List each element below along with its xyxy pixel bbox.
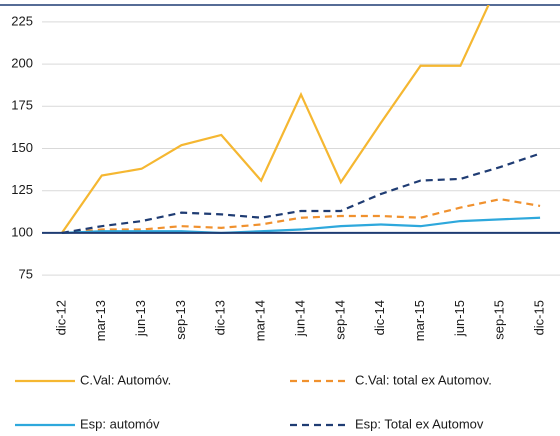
legend-label: Esp: Total ex Automov: [355, 416, 484, 431]
x-tick-label: dic-13: [213, 300, 228, 335]
y-tick-label: 75: [19, 267, 33, 282]
x-tick-label: sep-14: [332, 300, 347, 340]
x-tick-label: mar-14: [253, 300, 268, 341]
series-line: [61, 5, 490, 234]
legend-label: Esp: automóv: [80, 416, 160, 431]
x-tick-label: sep-13: [173, 300, 188, 340]
x-tick-label: mar-13: [93, 300, 108, 341]
y-tick-label: 150: [11, 140, 33, 155]
x-tick-label: jun-15: [452, 300, 467, 337]
x-tick-label: dic-12: [53, 300, 68, 335]
x-tick-label: jun-14: [292, 300, 307, 337]
series-line: [61, 216, 541, 235]
y-tick-label: 100: [11, 224, 33, 239]
x-tick-label: sep-15: [492, 300, 507, 340]
series-line: [61, 152, 541, 234]
y-tick-label: 175: [11, 98, 33, 113]
legend-label: C.Val: total ex Automov.: [355, 372, 492, 387]
x-tick-label: jun-13: [133, 300, 148, 337]
series-line: [61, 198, 541, 235]
y-tick-label: 125: [11, 182, 33, 197]
x-tick-label: dic-15: [532, 300, 547, 335]
y-tick-label: 225: [11, 13, 33, 28]
legend-label: C.Val: Automóv.: [80, 372, 171, 387]
x-tick-label: mar-15: [412, 300, 427, 341]
y-tick-label: 200: [11, 56, 33, 71]
x-tick-label: dic-14: [372, 300, 387, 335]
